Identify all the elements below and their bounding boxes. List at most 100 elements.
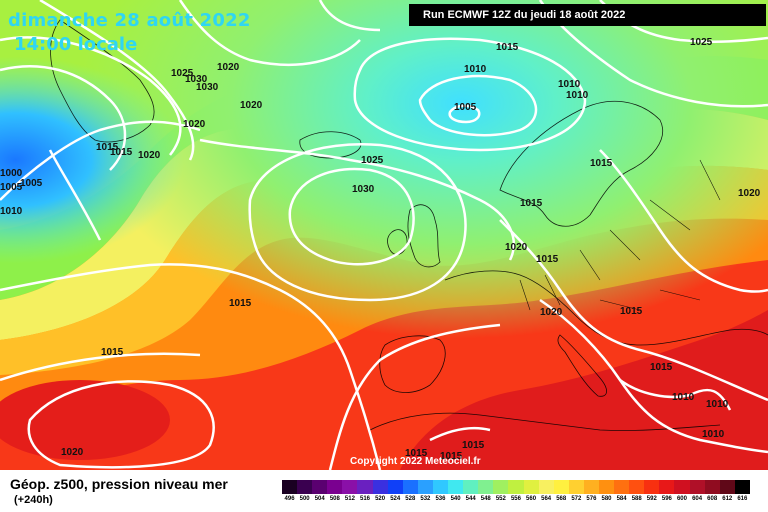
field-title: Géop. z500, pression niveau mer <box>10 476 228 492</box>
low-center-label: 1005 <box>454 102 477 113</box>
color-swatch <box>372 480 388 494</box>
isobar-labels: 1025 1030 1020 1030 1010 1015 1010 1025 … <box>0 37 761 462</box>
color-swatch <box>463 480 479 494</box>
isobar-label: 1015 <box>462 440 485 451</box>
isobar <box>318 0 381 32</box>
scale-tick-label: 548 <box>480 496 491 502</box>
isobar <box>328 323 501 470</box>
iberia-coast <box>379 335 446 393</box>
british-isles-coast <box>407 204 441 268</box>
low-gradient-west <box>0 0 768 470</box>
scale-tick-label: 524 <box>390 496 401 502</box>
isobar <box>39 0 195 161</box>
isobar-lines <box>0 0 768 470</box>
isobar-label: 1020 <box>217 62 240 73</box>
isobar-label: 1015 <box>229 298 252 309</box>
color-swatch <box>478 480 494 494</box>
scale-tick-label: 588 <box>631 496 642 502</box>
scale-tick-label: 572 <box>571 496 582 502</box>
scale-tick-label: 580 <box>601 496 612 502</box>
italy-coast <box>557 334 607 397</box>
isobar-label: 1020 <box>505 242 528 253</box>
scandinavia-coast <box>499 100 663 227</box>
isobar-label: 1020 <box>61 447 84 458</box>
isobar-high-outer <box>248 143 467 302</box>
isobar <box>619 378 732 411</box>
color-swatch <box>297 480 313 494</box>
isobar-label: 1015 <box>520 198 543 209</box>
scale-tick-label: 516 <box>360 496 371 502</box>
greenland-coast <box>50 19 155 143</box>
color-swatch <box>312 480 328 494</box>
copyright-notice: Copyright 2022 Meteociel.fr <box>350 456 481 467</box>
color-swatch <box>568 480 584 494</box>
color-swatch <box>282 480 298 494</box>
isobar-label: 1015 <box>440 451 463 462</box>
scale-tick-label: 520 <box>375 496 386 502</box>
scale-tick-label: 504 <box>314 496 325 502</box>
isobar <box>0 352 201 382</box>
color-swatch <box>644 480 660 494</box>
color-swatch <box>583 480 599 494</box>
scale-tick-label: 536 <box>435 496 446 502</box>
high-center-label: 1030 <box>352 184 375 195</box>
isobar <box>0 65 127 171</box>
scale-tick-label: 600 <box>676 496 687 502</box>
color-swatch <box>508 480 524 494</box>
color-swatch <box>387 480 403 494</box>
color-swatch <box>674 480 690 494</box>
isobar-label: 1020 <box>240 100 263 111</box>
color-swatch <box>734 480 750 494</box>
color-swatch <box>629 480 645 494</box>
isobar-label: 1015 <box>110 147 133 158</box>
isobar <box>0 120 201 201</box>
scale-tick-label: 540 <box>450 496 461 502</box>
scale-tick-label: 528 <box>405 496 416 502</box>
africa-coast <box>369 412 721 431</box>
scale-tick-label: 584 <box>616 496 627 502</box>
color-swatch <box>598 480 615 494</box>
isobar-label: 1030 <box>196 82 219 93</box>
isobar-label: 1010 <box>0 206 23 217</box>
isobar-label: 1015 <box>96 142 119 153</box>
legend-bar: Géop. z500, pression niveau mer (+240h) … <box>0 470 768 512</box>
scale-tick-label: 552 <box>495 496 506 502</box>
isobar-label: 1025 <box>361 155 384 166</box>
color-swatch <box>659 480 675 494</box>
scale-tick-label: 560 <box>526 496 537 502</box>
isobar-label: 1015 <box>650 362 673 373</box>
isobar <box>429 426 491 442</box>
scale-tick-label: 532 <box>420 496 431 502</box>
isobar <box>0 263 382 470</box>
scale-tick-label: 508 <box>329 496 340 502</box>
run-info-banner: Run ECMWF 12Z du jeudi 18 août 2022 <box>409 4 766 26</box>
forecast-date: dimanche 28 août 2022 <box>8 10 251 31</box>
scale-tick-label: 512 <box>344 496 355 502</box>
color-swatch <box>523 480 539 494</box>
isobar-azores-high <box>27 380 215 469</box>
color-swatch <box>614 480 630 494</box>
isobar-label: 1005 <box>0 182 23 193</box>
color-swatch <box>689 480 705 494</box>
isobar-low-center-small <box>448 104 481 124</box>
scale-tick-label: 604 <box>692 496 703 502</box>
isobar <box>199 138 515 261</box>
scale-tick-label: 500 <box>299 496 310 502</box>
isobar-label: 1015 <box>101 347 124 358</box>
color-swatch <box>402 480 418 494</box>
scale-tick-label: 592 <box>646 496 657 502</box>
isobar <box>48 149 102 241</box>
isobar-label: 1025 <box>690 37 713 48</box>
scale-tick-label: 616 <box>737 496 748 502</box>
color-swatch <box>719 480 735 494</box>
isobar-low-center <box>418 74 538 137</box>
isobar <box>178 0 361 66</box>
scale-tick-label: 596 <box>661 496 672 502</box>
color-swatch <box>448 480 464 494</box>
color-swatch <box>342 480 358 494</box>
isobar-label: 1010 <box>464 64 487 75</box>
low-center-label: 1000 <box>0 168 23 179</box>
isobar <box>538 0 768 108</box>
color-swatch <box>432 480 449 494</box>
scale-tick-label: 544 <box>465 496 476 502</box>
